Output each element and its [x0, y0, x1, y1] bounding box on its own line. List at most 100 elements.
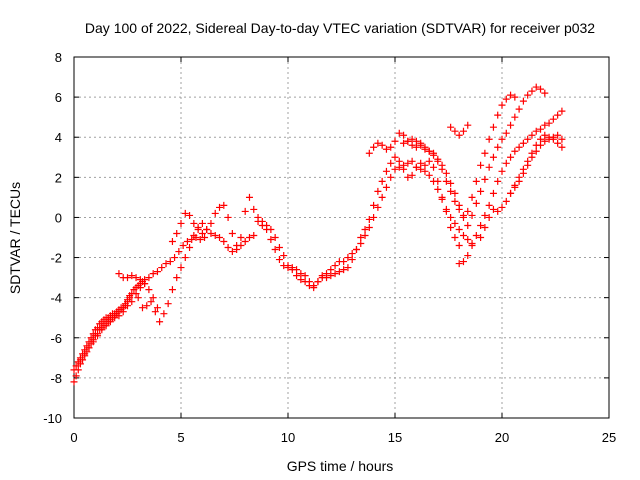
data-point	[201, 234, 209, 241]
data-point	[203, 225, 211, 233]
data-point	[293, 266, 301, 274]
y-tick-label: -8	[50, 371, 62, 386]
data-point	[237, 234, 245, 241]
data-point	[87, 334, 95, 342]
data-point	[305, 278, 313, 286]
data-point	[136, 284, 144, 292]
x-tick-label: 15	[388, 430, 402, 445]
data-point	[507, 189, 515, 197]
data-point	[400, 139, 408, 147]
data-point	[408, 171, 416, 179]
data-point	[455, 260, 463, 268]
data-point	[434, 157, 442, 165]
data-point	[361, 231, 369, 239]
x-tick-label: 20	[495, 430, 509, 445]
data-point	[511, 147, 519, 155]
data-point	[528, 87, 536, 95]
data-point	[502, 95, 510, 103]
data-point	[558, 107, 566, 115]
data-point	[382, 145, 390, 153]
data-point	[365, 223, 373, 231]
data-point	[145, 286, 153, 294]
data-point	[498, 167, 506, 175]
data-point	[502, 159, 510, 167]
data-point	[554, 111, 562, 119]
data-point	[158, 264, 166, 272]
data-point	[85, 344, 93, 352]
data-point	[455, 242, 463, 250]
data-point	[128, 272, 136, 280]
data-point	[417, 159, 425, 167]
data-point	[481, 211, 489, 219]
data-point	[224, 213, 232, 221]
series-12	[507, 131, 566, 197]
data-point	[348, 256, 356, 264]
data-point	[166, 258, 174, 266]
data-point	[489, 123, 497, 131]
data-point	[451, 234, 459, 241]
chart-title: Day 100 of 2022, Sidereal Day-to-day VTE…	[85, 20, 595, 36]
data-point	[173, 274, 181, 282]
data-point	[89, 338, 97, 346]
data-point	[301, 272, 309, 280]
data-point	[447, 213, 455, 221]
data-point	[94, 324, 102, 332]
data-point	[382, 167, 390, 175]
axis-ticks: 0 5 10 15 20 25 -10 -8 -6 -4 -2 0 2 4 6 8	[43, 50, 616, 445]
data-point	[524, 161, 532, 169]
data-point	[472, 177, 480, 185]
data-point	[370, 201, 378, 209]
data-point	[511, 183, 519, 191]
data-point	[494, 143, 502, 151]
data-point	[400, 131, 408, 139]
data-point	[519, 97, 527, 105]
x-tick-label: 0	[70, 430, 77, 445]
data-point	[537, 135, 545, 143]
data-point	[442, 205, 450, 213]
data-point	[477, 234, 485, 241]
data-point	[485, 213, 493, 221]
series-10	[455, 107, 566, 268]
data-point	[188, 236, 196, 244]
data-point	[198, 229, 206, 237]
data-point	[241, 207, 249, 215]
data-point	[128, 298, 136, 306]
data-point	[451, 197, 459, 205]
data-point	[164, 300, 172, 308]
data-point	[459, 258, 467, 266]
data-point	[173, 229, 181, 237]
data-point	[541, 137, 549, 145]
data-point	[489, 189, 497, 197]
data-point	[138, 304, 146, 312]
data-point	[171, 254, 179, 262]
data-point	[145, 274, 153, 282]
data-point	[370, 213, 378, 221]
data-point	[98, 326, 106, 334]
data-point	[532, 83, 540, 91]
data-point	[352, 246, 360, 254]
data-point	[541, 131, 549, 139]
data-point	[344, 254, 352, 262]
data-point	[395, 157, 403, 165]
data-point	[156, 318, 164, 326]
data-point	[207, 229, 215, 237]
data-point	[489, 205, 497, 213]
data-point	[186, 244, 194, 252]
data-point	[464, 252, 472, 260]
data-point	[314, 278, 322, 286]
data-point	[378, 177, 386, 185]
y-tick-label: -4	[50, 291, 62, 306]
data-point	[323, 270, 331, 278]
data-point	[318, 272, 326, 280]
data-point	[511, 113, 519, 121]
data-point	[387, 173, 395, 181]
data-point	[477, 187, 485, 195]
data-point	[404, 159, 412, 167]
data-point	[194, 225, 202, 233]
series-9	[400, 83, 549, 229]
data-point	[357, 240, 365, 248]
data-point	[404, 173, 412, 181]
data-point	[297, 270, 305, 278]
data-point	[196, 236, 204, 244]
data-point	[271, 234, 279, 241]
